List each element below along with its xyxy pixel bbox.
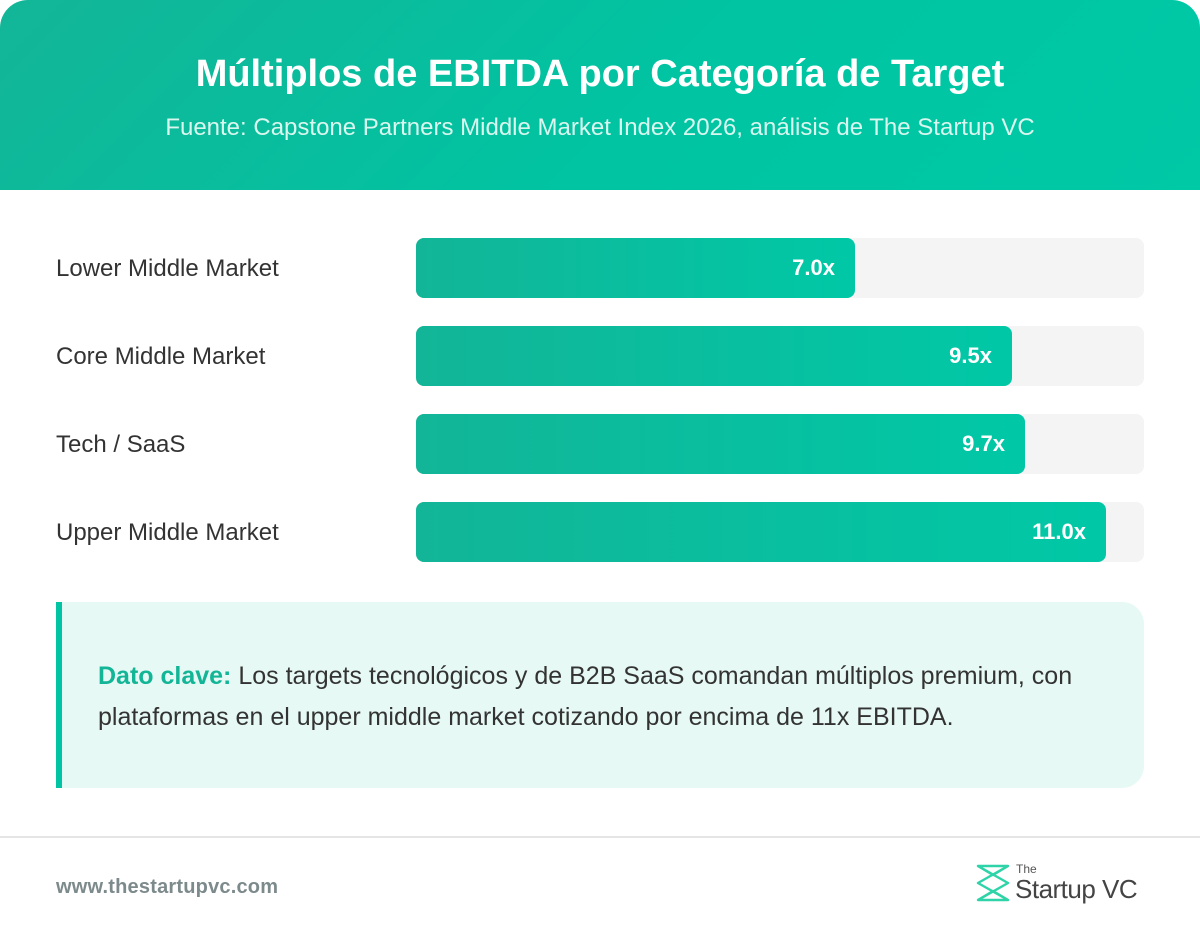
- bar-value-label: 9.7x: [962, 431, 1005, 456]
- bar: 9.7x: [416, 414, 1025, 474]
- header: Múltiplos de EBITDA por Categoría de Tar…: [0, 0, 1200, 190]
- logo-the-text: The: [1016, 862, 1037, 876]
- bar-row: Core Middle Market 9.5x: [56, 326, 1144, 386]
- key-insight-box: Dato clave: Los targets tecnológicos y d…: [56, 602, 1144, 788]
- bar-value-label: 11.0x: [1032, 519, 1086, 544]
- category-label: Upper Middle Market: [56, 519, 279, 546]
- bar: 11.0x: [416, 502, 1106, 562]
- insight-label: Dato clave:: [98, 662, 232, 690]
- insight-accent-bar: [56, 602, 62, 788]
- logo-name-text: Startup VC: [1015, 874, 1138, 904]
- page-subtitle: Fuente: Capstone Partners Middle Market …: [165, 114, 1035, 141]
- bar: 7.0x: [416, 238, 855, 298]
- bar-value-label: 7.0x: [792, 255, 835, 280]
- page-title: Múltiplos de EBITDA por Categoría de Tar…: [195, 53, 1005, 95]
- footer-url-link[interactable]: www.thestartupvc.com: [56, 876, 279, 898]
- bar-row: Upper Middle Market 11.0x: [56, 502, 1144, 562]
- bar-value-label: 9.5x: [949, 343, 992, 368]
- startupvc-logo-icon: [976, 864, 1010, 902]
- bar-track: 11.0x: [416, 502, 1144, 562]
- bar-row: Lower Middle Market 7.0x: [56, 238, 1144, 298]
- category-label: Tech / SaaS: [56, 431, 186, 458]
- bar-track: 9.7x: [416, 414, 1144, 474]
- bar: 9.5x: [416, 326, 1012, 386]
- category-label: Lower Middle Market: [56, 255, 279, 282]
- footer-divider: [0, 836, 1200, 838]
- category-label: Core Middle Market: [56, 343, 266, 370]
- brand-logo[interactable]: The Startup VC: [975, 862, 1145, 906]
- insight-text: Dato clave: Los targets tecnológicos y d…: [98, 656, 1098, 738]
- bar-track: 7.0x: [416, 238, 1144, 298]
- bar-chart: Lower Middle Market 7.0x Core Middle Marke…: [0, 190, 1200, 590]
- bar-row: Tech / SaaS 9.7x: [56, 414, 1144, 474]
- insight-body: Los targets tecnológicos y de B2B SaaS c…: [98, 662, 1073, 731]
- bar-track: 9.5x: [416, 326, 1144, 386]
